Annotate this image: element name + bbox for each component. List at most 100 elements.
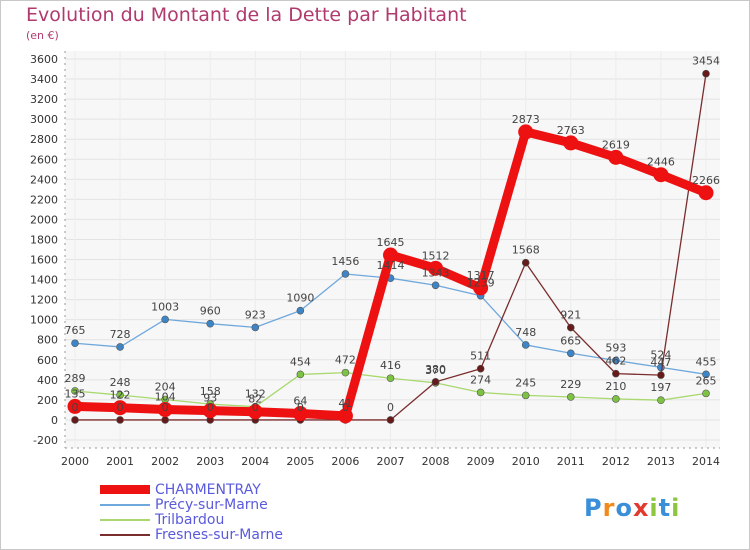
data-label-0: 64 (293, 395, 307, 408)
data-point-3 (476, 364, 485, 373)
legend-label-charmentray: CHARMENTRAY (155, 481, 261, 498)
y-tick-label: 0 (51, 414, 58, 427)
data-point-0 (292, 406, 308, 422)
data-label-1: 1456 (331, 255, 359, 268)
proxiti-logo: Proxiti (584, 494, 680, 522)
data-label-0: 41 (338, 397, 352, 410)
y-tick-label: 1800 (30, 233, 58, 246)
data-label-1: 455 (696, 355, 717, 368)
data-label-0: 82 (248, 393, 262, 406)
data-label-1: 1239 (467, 277, 495, 290)
data-point-2 (341, 368, 350, 377)
data-point-0 (698, 185, 714, 201)
data-point-0 (202, 403, 218, 419)
data-label-1: 728 (110, 328, 131, 341)
y-tick-label: 1000 (30, 314, 58, 327)
y-tick-label: 200 (37, 394, 58, 407)
data-label-2: 274 (470, 373, 491, 386)
data-point-1 (702, 370, 710, 379)
legend-swatch-precy (100, 503, 150, 506)
data-point-3 (161, 416, 169, 424)
data-point-3 (612, 369, 620, 378)
data-label-2: 472 (335, 354, 356, 367)
logo-letter-6: i (671, 494, 681, 522)
y-tick-label: 600 (37, 354, 58, 367)
x-tick-label: 2010 (512, 455, 540, 468)
data-point-0 (247, 404, 263, 420)
data-label-2: 289 (65, 372, 86, 385)
data-label-1: 923 (245, 308, 266, 321)
data-label-3: 0 (387, 401, 394, 414)
y-tick-label: 2600 (30, 153, 58, 166)
y-tick-label: 1600 (30, 254, 58, 267)
x-tick-label: 2009 (467, 455, 495, 468)
y-tick-label: 3400 (30, 73, 58, 86)
data-point-1 (116, 343, 124, 351)
data-point-1 (71, 339, 79, 348)
data-label-2: 245 (515, 376, 536, 389)
data-label-3: 0 (162, 401, 169, 414)
data-label-3: 0 (297, 401, 304, 414)
x-tick-label: 2003 (196, 455, 224, 468)
data-point-3 (702, 69, 710, 78)
x-tick-label: 2008 (422, 455, 450, 468)
data-label-2: 197 (650, 381, 671, 394)
data-label-1: 524 (650, 348, 671, 361)
data-label-3: 0 (252, 401, 259, 414)
data-label-0: 122 (110, 389, 131, 402)
data-label-2: 370 (425, 364, 446, 377)
legend-swatch-trilbardou (100, 518, 150, 521)
x-tick-label: 2007 (377, 455, 405, 468)
data-label-0: 2619 (602, 138, 630, 151)
logo-letter-1: r (602, 494, 616, 522)
data-point-2 (386, 374, 395, 383)
data-point-2 (657, 396, 665, 404)
data-label-3: 0 (342, 401, 349, 414)
legend-item-charmentray: CHARMENTRAY (100, 481, 283, 498)
data-label-3: 1568 (512, 244, 540, 257)
data-point-3 (566, 323, 575, 332)
data-label-0: 1645 (377, 236, 405, 249)
data-point-1 (296, 306, 305, 315)
data-label-3: 0 (117, 401, 124, 414)
y-tick-label: 3000 (30, 113, 58, 126)
data-point-2 (702, 389, 710, 398)
data-label-0: 1317 (467, 269, 495, 282)
x-tick-label: 2000 (61, 455, 89, 468)
legend-item-trilbardou: Trilbardou (100, 512, 283, 528)
y-tick-label: 1400 (30, 274, 58, 287)
data-label-2: 204 (155, 380, 176, 393)
x-tick-label: 2006 (331, 455, 359, 468)
x-tick-label: 2002 (151, 455, 179, 468)
chart-title: Evolution du Montant de la Dette par Hab… (26, 4, 467, 26)
legend-label-precy: Précy-sur-Marne (155, 496, 268, 513)
data-point-2 (296, 370, 305, 379)
data-point-2 (476, 388, 485, 397)
legend-swatch-fresnes (100, 533, 150, 536)
logo-letter-5: t (658, 494, 672, 522)
data-label-2: 416 (380, 359, 401, 372)
logo-letter-3: x (632, 494, 650, 522)
y-tick-label: 2800 (30, 133, 58, 146)
y-tick-label: 3200 (30, 93, 58, 106)
x-tick-label: 2013 (647, 455, 675, 468)
y-tick-label: 2200 (30, 193, 58, 206)
data-label-1: 665 (560, 334, 581, 347)
line-chart: -200020040060080010001200140016001800200… (30, 51, 720, 468)
data-label-2: 229 (560, 378, 581, 391)
data-point-1 (206, 319, 215, 328)
data-label-2: 158 (200, 385, 221, 398)
data-label-0: 2873 (512, 113, 540, 126)
x-tick-label: 2012 (602, 455, 630, 468)
data-label-1: 1003 (151, 300, 179, 313)
data-label-1: 1090 (286, 292, 314, 305)
y-tick-label: 400 (37, 374, 58, 387)
legend-item-fresnes: Fresnes-sur-Marne (100, 527, 283, 543)
data-point-0 (337, 408, 353, 424)
data-point-3 (431, 378, 440, 386)
data-point-2 (116, 391, 124, 399)
data-point-0 (473, 280, 489, 296)
y-tick-label: -200 (33, 434, 58, 447)
data-point-1 (341, 270, 350, 278)
data-label-1: 748 (515, 326, 536, 339)
